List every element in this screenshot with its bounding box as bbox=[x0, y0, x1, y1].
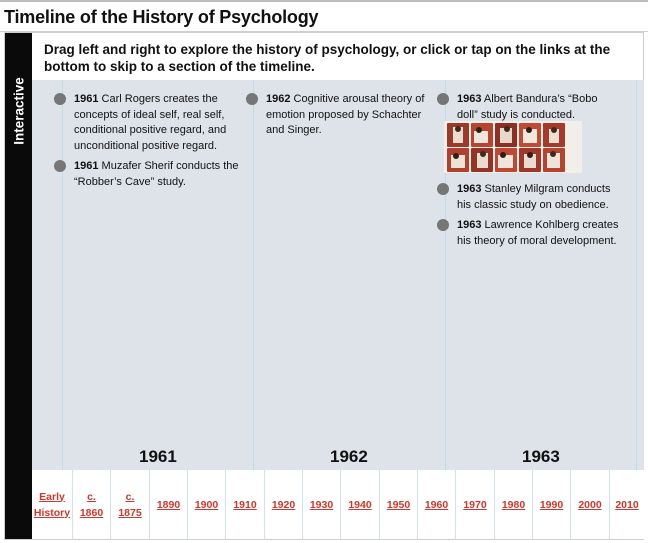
photo-thumbnail bbox=[495, 123, 517, 147]
title-rule bbox=[0, 31, 648, 32]
nav-item[interactable]: 1980 bbox=[494, 470, 532, 539]
nav-link-1950[interactable]: 1950 bbox=[386, 498, 411, 511]
nav-link-1940[interactable]: 1940 bbox=[348, 498, 372, 511]
nav-link-1990[interactable]: 1990 bbox=[539, 498, 564, 511]
dot-icon bbox=[437, 219, 449, 231]
nav-link-1960[interactable]: 1960 bbox=[424, 498, 449, 511]
nav-item[interactable]: c. 1875 bbox=[110, 470, 149, 539]
event-text: Lawrence Kohlberg creates his theory of … bbox=[457, 219, 619, 247]
event-text: Muzafer Sherif conducts the “Robber’s Ca… bbox=[74, 160, 239, 188]
year-label: 1961 bbox=[139, 447, 177, 466]
event-year: 1963 bbox=[457, 183, 482, 195]
timeline-event: 1962 Cognitive arousal theory of emotion… bbox=[246, 92, 436, 139]
photo-thumbnail bbox=[447, 148, 469, 172]
event-year: 1963 bbox=[457, 93, 482, 105]
event-year: 1962 bbox=[266, 93, 291, 105]
year-label: 1963 bbox=[522, 447, 560, 466]
page-title: Timeline of the History of Psychology bbox=[4, 7, 319, 27]
nav-link-early-history[interactable]: Early History bbox=[33, 490, 71, 519]
photo-thumbnail bbox=[519, 123, 541, 147]
photo-thumbnail bbox=[543, 123, 565, 147]
nav-item[interactable]: 2010 bbox=[609, 470, 644, 539]
interactive-tab-label: Interactive bbox=[11, 77, 26, 145]
nav-item[interactable]: c. 1860 bbox=[72, 470, 110, 539]
nav-link-1875[interactable]: c. 1875 bbox=[118, 490, 142, 519]
nav-link-2010[interactable]: 2010 bbox=[615, 498, 639, 511]
instructions: Drag left and right to explore the histo… bbox=[44, 42, 611, 74]
event-text: Cognitive arousal theory of emotion prop… bbox=[266, 93, 425, 136]
timeline-nav: Early History c. 1860 c. 1875 1890 1900 … bbox=[32, 470, 644, 539]
event-year: 1961 bbox=[74, 93, 99, 105]
interactive-tab: Interactive bbox=[5, 33, 32, 539]
year-label: 1962 bbox=[330, 447, 368, 466]
nav-item[interactable]: 2000 bbox=[570, 470, 609, 539]
top-rule bbox=[0, 0, 648, 2]
nav-link-1930[interactable]: 1930 bbox=[309, 498, 334, 511]
event-text: Albert Bandura’s “Bobo doll” study is co… bbox=[457, 93, 598, 121]
nav-link-1980[interactable]: 1980 bbox=[501, 498, 526, 511]
nav-item[interactable]: Early History bbox=[32, 470, 72, 539]
timeline-track[interactable]: 1961 Carl Rogers creates the concepts of… bbox=[32, 80, 644, 504]
nav-item[interactable]: 1910 bbox=[225, 470, 264, 539]
timeline-event: 1961 Muzafer Sherif conducts the “Robber… bbox=[54, 159, 244, 190]
nav-item[interactable]: 1930 bbox=[302, 470, 340, 539]
timeline-event: 1963 Lawrence Kohlberg creates his theor… bbox=[437, 218, 625, 249]
timeline-event: 1963 Albert Bandura’s “Bobo doll” study … bbox=[437, 92, 617, 123]
dot-icon bbox=[54, 93, 66, 105]
nav-item[interactable]: 1960 bbox=[417, 470, 455, 539]
event-text: Stanley Milgram conducts his classic stu… bbox=[457, 183, 611, 211]
nav-item[interactable]: 1900 bbox=[187, 470, 225, 539]
photo-thumbnail bbox=[495, 148, 517, 172]
timeline-event: 1961 Carl Rogers creates the concepts of… bbox=[54, 92, 244, 154]
photo-thumbnail bbox=[471, 123, 493, 147]
nav-link-1910[interactable]: 1910 bbox=[233, 498, 257, 511]
photo-thumbnail bbox=[519, 148, 541, 172]
nav-link-1890[interactable]: 1890 bbox=[156, 498, 181, 511]
timeline-widget[interactable]: Interactive Drag left and right to explo… bbox=[4, 32, 644, 540]
nav-link-1900[interactable]: 1900 bbox=[194, 498, 219, 511]
timeline-divider bbox=[253, 80, 254, 504]
dot-icon bbox=[437, 183, 449, 195]
photo-thumbnail bbox=[447, 123, 469, 147]
nav-link-2000[interactable]: 2000 bbox=[578, 498, 602, 511]
event-year: 1963 bbox=[457, 219, 482, 231]
timeline-divider bbox=[636, 80, 637, 504]
dot-icon bbox=[246, 93, 258, 105]
event-text: Carl Rogers creates the concepts of idea… bbox=[74, 93, 227, 152]
nav-item[interactable]: 1940 bbox=[340, 470, 379, 539]
dot-icon bbox=[437, 93, 449, 105]
nav-item[interactable]: 1970 bbox=[455, 470, 494, 539]
nav-item[interactable]: 1950 bbox=[379, 470, 417, 539]
photo-thumbnail bbox=[471, 148, 493, 172]
timeline-divider bbox=[445, 80, 446, 504]
photo-thumbnail bbox=[543, 148, 565, 172]
bobo-doll-photos bbox=[444, 121, 582, 173]
nav-link-1970[interactable]: 1970 bbox=[463, 498, 487, 511]
timeline-divider bbox=[62, 80, 63, 504]
event-year: 1961 bbox=[74, 160, 99, 172]
nav-item[interactable]: 1890 bbox=[149, 470, 187, 539]
nav-item[interactable]: 1990 bbox=[532, 470, 570, 539]
timeline-event: 1963 Stanley Milgram conducts his classi… bbox=[437, 182, 617, 213]
nav-link-1860[interactable]: c. 1860 bbox=[79, 490, 104, 519]
nav-link-1920[interactable]: 1920 bbox=[271, 498, 296, 511]
dot-icon bbox=[54, 160, 66, 172]
nav-item[interactable]: 1920 bbox=[264, 470, 302, 539]
